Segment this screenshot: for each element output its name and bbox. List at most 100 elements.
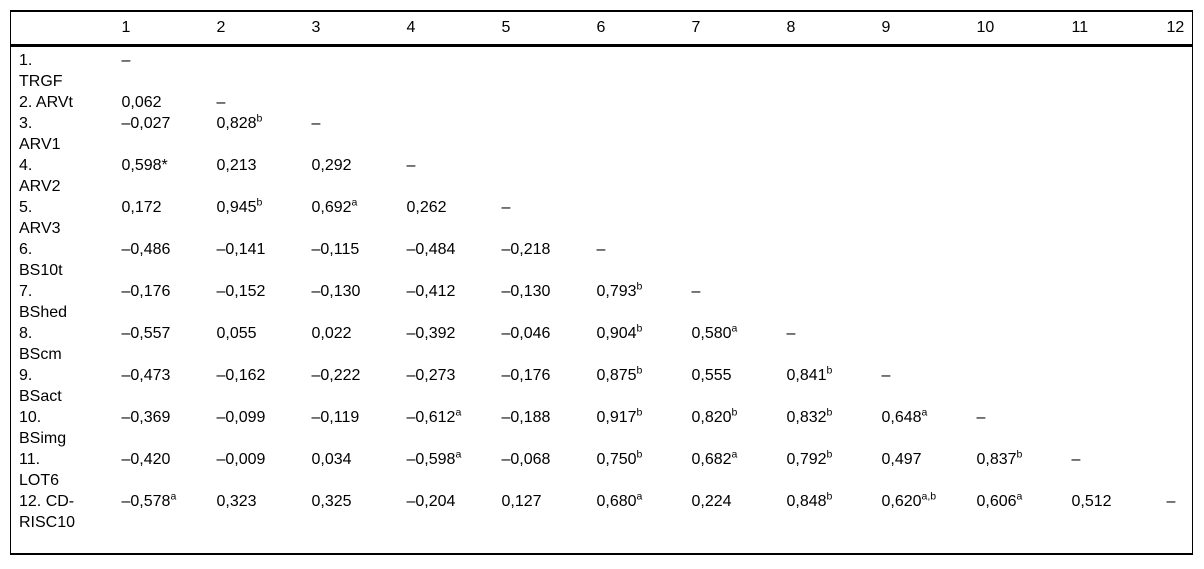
empty-cell [876, 323, 971, 365]
correlation-cell: –0,176 [501, 367, 551, 384]
correlation-cell: 0,580a [691, 323, 738, 342]
empty-cell [306, 92, 401, 113]
row-label: 10. BSimg [19, 409, 67, 447]
significance-superscript: b [636, 323, 643, 335]
empty-cell [781, 155, 876, 197]
diagonal-dash: – [311, 115, 321, 132]
column-header: 2 [210, 11, 306, 47]
correlation-cell: –0,598a [406, 449, 462, 468]
significance-superscript: a [636, 491, 643, 503]
correlation-cell: –0,392 [406, 325, 456, 342]
empty-cell [1161, 281, 1193, 323]
correlation-cell: –0,130 [501, 283, 551, 300]
row-label: 6. BS10t [19, 241, 63, 279]
diagonal-dash: – [976, 409, 986, 426]
empty-cell [876, 46, 971, 93]
empty-cell [591, 197, 686, 239]
row-label: 9. BSact [19, 367, 62, 405]
empty-cell [1066, 239, 1161, 281]
correlation-cell: –0,484 [406, 241, 456, 258]
significance-superscript: b [826, 407, 833, 419]
empty-cell [1066, 155, 1161, 197]
row-label: 7. BShed [19, 283, 68, 321]
empty-cell [591, 113, 686, 155]
correlation-cell: –0,222 [311, 367, 361, 384]
correlation-cell: 0,820b [691, 407, 738, 426]
significance-superscript: b [636, 449, 643, 461]
empty-cell [971, 113, 1066, 155]
empty-cell [971, 323, 1066, 365]
correlation-cell: 0,875b [596, 365, 643, 384]
empty-cell [1066, 407, 1161, 449]
column-header: 3 [305, 11, 401, 47]
empty-cell [876, 155, 971, 197]
empty-cell [401, 46, 496, 93]
correlation-cell: –0,046 [501, 325, 551, 342]
correlation-cell: –0,119 [311, 409, 360, 426]
empty-cell [1161, 407, 1193, 449]
empty-cell [876, 92, 971, 113]
correlation-cell: –0,176 [121, 283, 171, 300]
correlation-cell: 0,750b [596, 449, 643, 468]
diagonal-dash: – [406, 157, 416, 174]
empty-cell [686, 113, 781, 155]
table-row: 7. BShed –0,176 –0,152 –0,130 –0,412 –0,130 0,7… [11, 281, 1193, 323]
diagonal-dash: – [1166, 493, 1176, 510]
empty-cell [1161, 155, 1193, 197]
row-label: 4. ARV2 [19, 157, 61, 195]
significance-superscript: b [256, 113, 263, 125]
correlation-cell: 0,680a [596, 491, 643, 510]
empty-cell [686, 197, 781, 239]
empty-cell [1066, 365, 1161, 407]
empty-cell [1161, 323, 1193, 365]
empty-cell [971, 365, 1066, 407]
empty-cell [401, 113, 496, 155]
empty-cell [496, 92, 591, 113]
empty-cell [971, 281, 1066, 323]
correlation-cell: –0,273 [406, 367, 456, 384]
correlation-cell: 0,512 [1071, 493, 1112, 510]
table-row: 11. LOT6 –0,420 –0,009 0,034 –0,598a –0,068 0,7… [11, 449, 1193, 491]
empty-cell [1066, 197, 1161, 239]
correlation-cell: 0,837b [976, 449, 1023, 468]
empty-cell [1066, 46, 1161, 93]
correlation-cell: –0,068 [501, 451, 551, 468]
significance-superscript: a [455, 407, 462, 419]
significance-superscript: a,b [921, 491, 937, 503]
diagonal-dash: – [881, 367, 891, 384]
correlation-cell: 0,323 [216, 493, 257, 510]
empty-cell [876, 113, 971, 155]
significance-superscript: b [826, 491, 833, 503]
column-header: 1 [115, 11, 211, 47]
significance-superscript: b [1016, 449, 1023, 461]
correlation-cell: 0,062 [121, 94, 162, 111]
empty-cell [496, 46, 591, 93]
correlation-cell: 0,945b [216, 197, 263, 216]
table-row: 2. ARVt 0,062 – [11, 92, 1193, 113]
empty-cell [496, 155, 591, 197]
correlation-cell: 0,692a [311, 197, 358, 216]
correlation-cell: 0,213 [216, 157, 257, 174]
significance-superscript: b [636, 365, 643, 377]
correlation-cell: –0,099 [216, 409, 266, 426]
correlation-cell: 0,055 [216, 325, 257, 342]
correlation-cell: –0,162 [216, 367, 266, 384]
significance-superscript: b [731, 407, 738, 419]
correlation-cell: –0,486 [121, 241, 171, 258]
empty-cell [781, 281, 876, 323]
diagonal-dash: – [1071, 451, 1081, 468]
empty-cell [971, 46, 1066, 93]
table-row: 6. BS10t –0,486 –0,141 –0,115 –0,484 –0,218 – [11, 239, 1193, 281]
correlation-cell: –0,188 [501, 409, 551, 426]
significance-superscript: b [826, 449, 833, 461]
table-row: 1. TRGF – [11, 46, 1193, 93]
empty-cell [211, 46, 306, 93]
empty-cell [496, 113, 591, 155]
row-label: 2. ARVt [19, 94, 73, 111]
correlation-cell: –0,218 [501, 241, 551, 258]
empty-cell [971, 197, 1066, 239]
empty-cell [1161, 239, 1193, 281]
correlation-cell: 0,022 [311, 325, 352, 342]
column-header: 7 [685, 11, 781, 47]
empty-cell [876, 281, 971, 323]
